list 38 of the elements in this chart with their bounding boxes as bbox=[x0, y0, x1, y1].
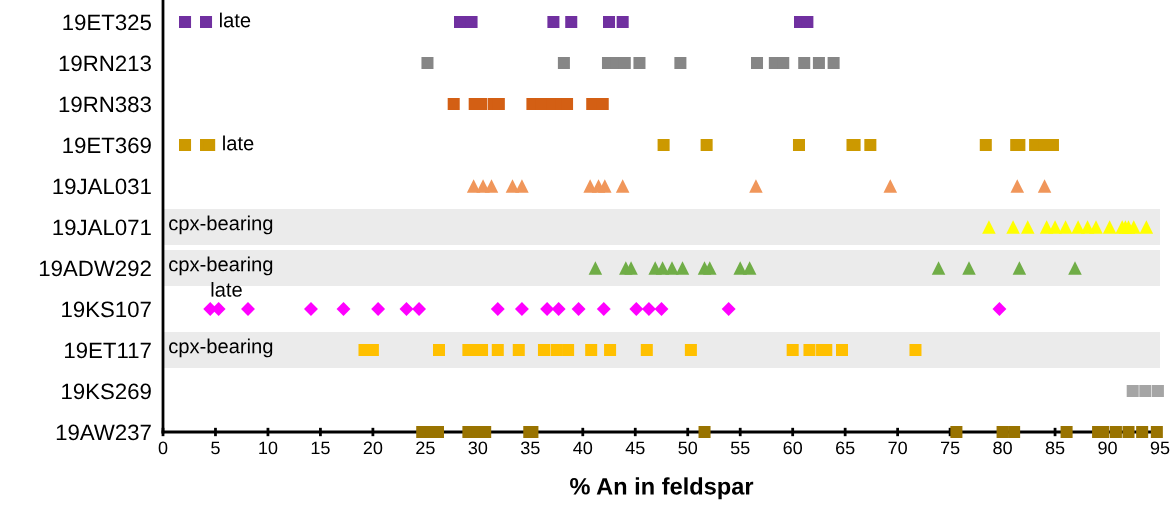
x-tick-label: 15 bbox=[311, 441, 330, 455]
x-tick-label: 20 bbox=[363, 441, 383, 455]
y-tick-label: 19ADW292 bbox=[39, 260, 151, 277]
x-tick-label: 45 bbox=[625, 441, 645, 455]
y-tick-label: 19JAL071 bbox=[53, 219, 151, 236]
y-tick-label: 19ET117 bbox=[65, 342, 151, 359]
x-tick-label: 85 bbox=[1045, 441, 1065, 455]
x-axis-title: % An in feldspar bbox=[570, 477, 754, 500]
x-tick-label: 75 bbox=[940, 441, 960, 455]
x-tick-label: 60 bbox=[783, 441, 803, 455]
annotation: late bbox=[219, 12, 251, 28]
x-tick-label: 90 bbox=[1098, 441, 1117, 455]
x-tick-label: 50 bbox=[678, 441, 698, 455]
x-tick-label: 65 bbox=[836, 441, 855, 455]
y-tick-label: 19KS107 bbox=[62, 301, 151, 318]
y-tick-label: 19JAL031 bbox=[53, 178, 151, 195]
band-label: cpx-bearing bbox=[169, 256, 273, 276]
x-tick-label: 70 bbox=[888, 441, 907, 455]
y-tick-label: 19RN383 bbox=[59, 96, 151, 113]
y-tick-label: 19AW237 bbox=[56, 424, 151, 441]
y-tick-label: 19KS269 bbox=[62, 383, 151, 400]
x-tick-label: 25 bbox=[416, 441, 435, 455]
x-tick-label: 40 bbox=[573, 441, 593, 455]
y-tick-label: 19RN213 bbox=[59, 55, 151, 72]
x-tick-label: 95 bbox=[1150, 441, 1170, 455]
y-tick-label: 19ET325 bbox=[63, 14, 151, 31]
y-tick-label: 19ET369 bbox=[63, 137, 151, 154]
x-tick-label: 10 bbox=[259, 441, 278, 455]
x-tick-label: 30 bbox=[468, 441, 488, 455]
annotation: late bbox=[211, 282, 242, 297]
x-tick-label: 55 bbox=[730, 441, 750, 455]
x-tick-label: 80 bbox=[993, 441, 1012, 455]
x-tick-label: 5 bbox=[211, 441, 220, 455]
band-label: cpx-bearing bbox=[169, 338, 273, 358]
annotation: late bbox=[223, 135, 254, 151]
band-label: cpx-bearing bbox=[169, 215, 273, 235]
x-tick-label: 35 bbox=[520, 441, 540, 455]
x-tick-label: 0 bbox=[158, 441, 168, 455]
